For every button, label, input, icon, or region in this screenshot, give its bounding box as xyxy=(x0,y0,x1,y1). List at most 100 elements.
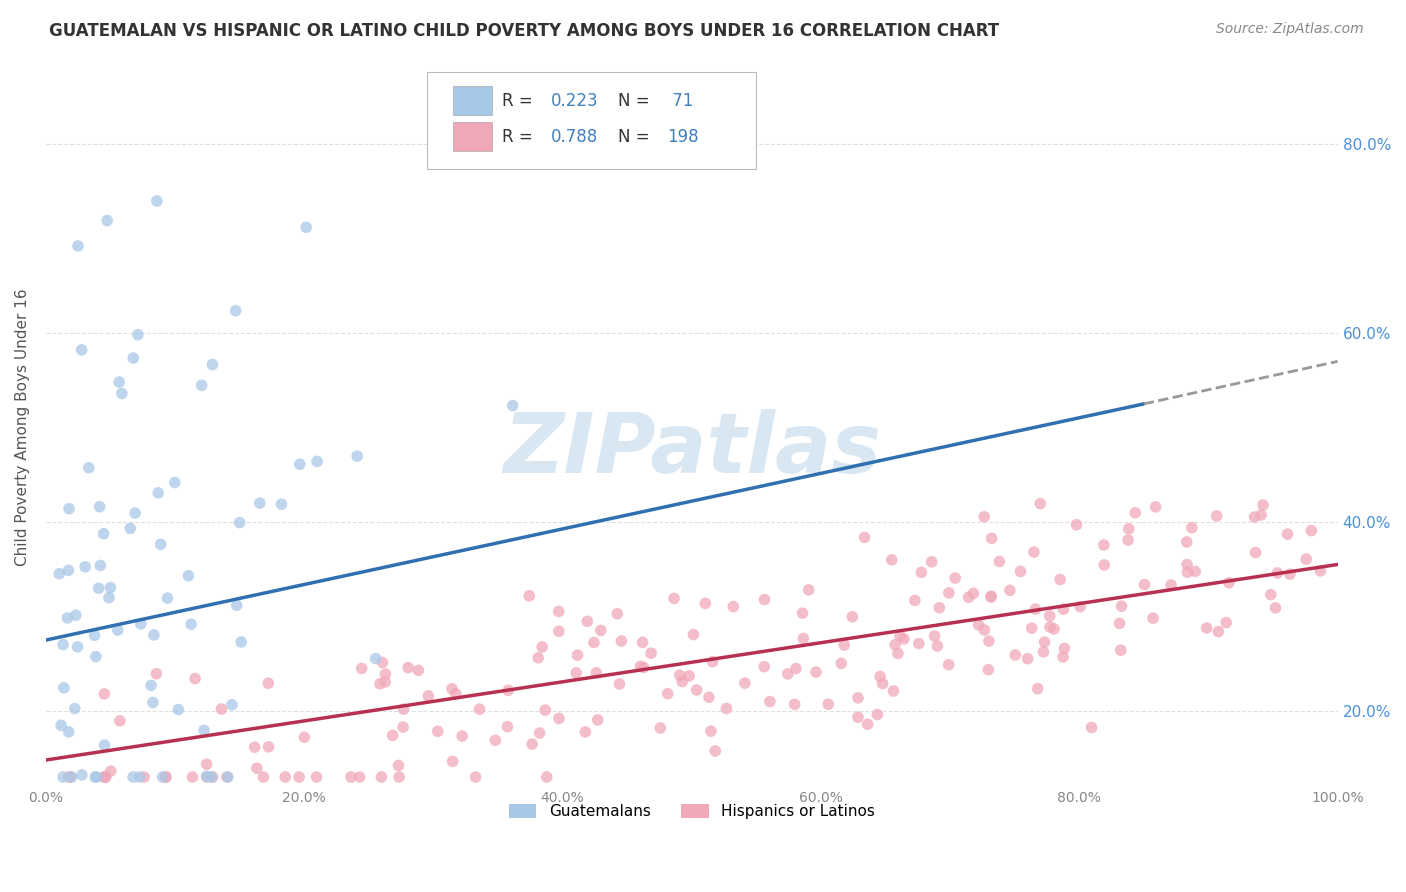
Point xyxy=(86,770,108,784)
Point xyxy=(180,617,202,632)
Point xyxy=(246,761,269,775)
Text: N =: N = xyxy=(619,92,655,110)
Y-axis label: Child Poverty Among Boys Under 16: Child Poverty Among Boys Under 16 xyxy=(15,289,30,566)
Point xyxy=(832,638,855,652)
Point xyxy=(145,666,167,681)
Point xyxy=(884,638,907,652)
Point xyxy=(921,555,943,569)
Point xyxy=(520,737,543,751)
Point xyxy=(517,589,540,603)
Point xyxy=(938,657,960,672)
Point xyxy=(70,343,93,357)
Point xyxy=(846,690,869,705)
Point xyxy=(502,399,524,413)
Point xyxy=(565,665,588,680)
Point xyxy=(980,532,1002,546)
Point xyxy=(496,720,519,734)
Point xyxy=(548,711,571,725)
Point xyxy=(184,672,207,686)
Point xyxy=(1123,506,1146,520)
Point xyxy=(685,682,707,697)
Point xyxy=(142,695,165,709)
Point xyxy=(869,669,891,683)
Point xyxy=(93,687,115,701)
Point xyxy=(723,599,745,614)
Point xyxy=(980,590,1002,604)
Point xyxy=(66,239,89,253)
Point xyxy=(93,526,115,541)
Point xyxy=(388,770,411,784)
Point xyxy=(128,770,150,784)
Point xyxy=(60,770,83,784)
Point xyxy=(124,506,146,520)
Point xyxy=(1215,615,1237,630)
Point xyxy=(567,648,589,663)
Point xyxy=(58,501,80,516)
Point xyxy=(908,636,931,650)
Point xyxy=(887,647,910,661)
Point xyxy=(93,738,115,752)
Point xyxy=(374,674,396,689)
Point xyxy=(228,516,250,530)
Point xyxy=(704,744,727,758)
Point xyxy=(662,591,685,606)
Point xyxy=(1118,522,1140,536)
Point xyxy=(225,303,247,318)
Point xyxy=(633,660,655,674)
Point xyxy=(149,537,172,551)
Text: 0.223: 0.223 xyxy=(551,92,599,110)
Point xyxy=(177,568,200,582)
Point xyxy=(70,768,93,782)
Point xyxy=(392,720,415,734)
Point xyxy=(957,591,980,605)
Point xyxy=(977,634,1000,648)
Point xyxy=(582,635,605,649)
Point xyxy=(66,640,89,654)
Point xyxy=(349,770,371,784)
Text: 198: 198 xyxy=(668,128,699,145)
Point xyxy=(215,770,238,784)
Point xyxy=(48,566,70,581)
Point xyxy=(830,657,852,671)
Point xyxy=(716,701,738,715)
Point xyxy=(586,713,609,727)
Text: ZIPatlas: ZIPatlas xyxy=(503,409,880,490)
Point xyxy=(63,701,86,715)
Point xyxy=(671,674,693,689)
Point xyxy=(988,554,1011,568)
Point xyxy=(288,458,311,472)
Point xyxy=(977,663,1000,677)
Point xyxy=(1277,527,1299,541)
Point xyxy=(387,758,409,772)
Point xyxy=(221,698,243,712)
Point xyxy=(697,690,720,705)
Point xyxy=(111,386,134,401)
Point xyxy=(1264,600,1286,615)
Point xyxy=(547,624,569,639)
Point xyxy=(288,770,311,784)
Point xyxy=(804,665,827,679)
Point xyxy=(998,583,1021,598)
Text: Source: ZipAtlas.com: Source: ZipAtlas.com xyxy=(1216,22,1364,37)
Point xyxy=(1175,558,1198,572)
Point xyxy=(156,591,179,606)
Point xyxy=(910,566,932,580)
Point xyxy=(167,703,190,717)
Point xyxy=(257,676,280,690)
Point xyxy=(792,632,814,646)
Point xyxy=(122,770,145,784)
Point xyxy=(1175,535,1198,549)
Point xyxy=(1133,577,1156,591)
Point xyxy=(1080,721,1102,735)
Point xyxy=(547,604,569,618)
Point xyxy=(1295,552,1317,566)
Point xyxy=(700,724,723,739)
Point xyxy=(305,454,328,468)
Point xyxy=(797,582,820,597)
Point xyxy=(631,635,654,649)
Point xyxy=(846,710,869,724)
Point xyxy=(1267,566,1289,580)
Point xyxy=(58,724,80,739)
Point xyxy=(464,770,486,784)
Point xyxy=(305,770,328,784)
